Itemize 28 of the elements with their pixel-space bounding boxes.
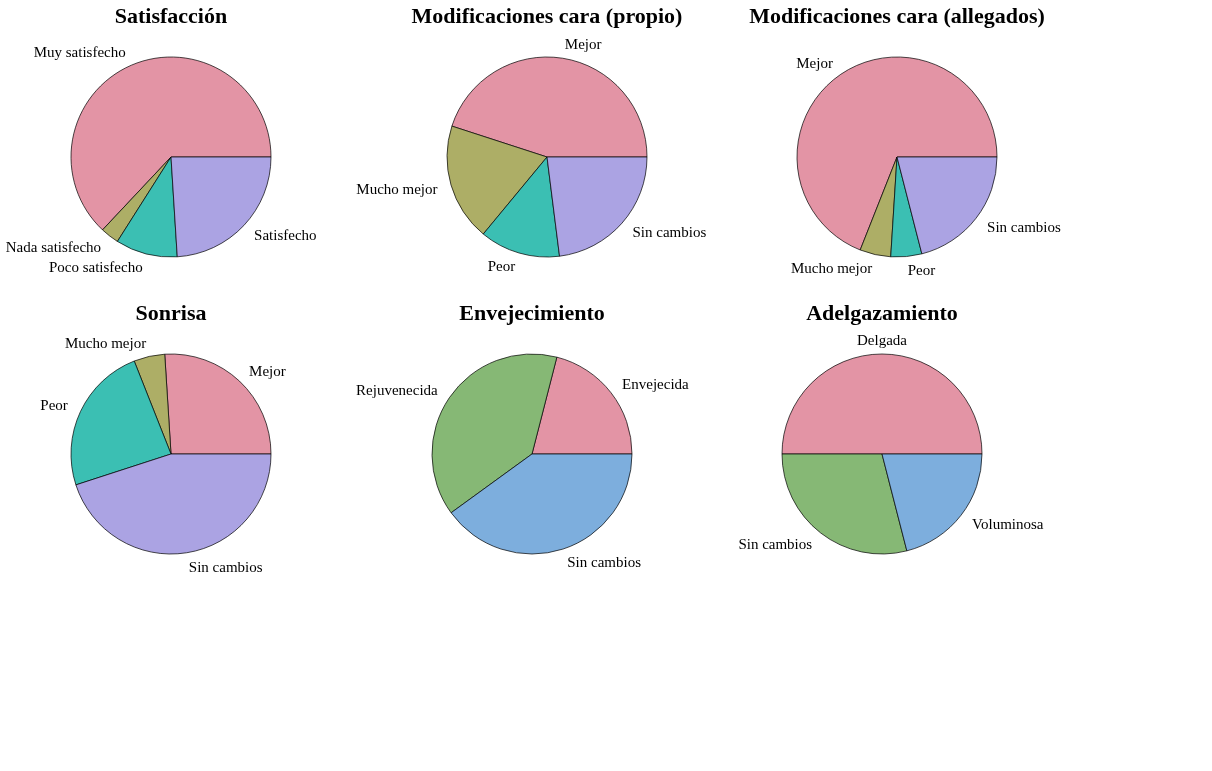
slice-label: Mucho mejor <box>64 334 147 351</box>
chart-title: Modificaciones cara (allegados) <box>749 3 1045 28</box>
slice-label: Sin cambios <box>987 218 1061 235</box>
slice-label: Mucho mejor <box>356 180 438 197</box>
slice-label: Peor <box>907 262 936 279</box>
slice-label: Satisfecho <box>254 227 317 244</box>
slice-label: Voluminosa <box>972 515 1044 532</box>
slice-label: Mejor <box>564 36 602 53</box>
slice-label: Envejecida <box>622 376 690 393</box>
slice-label: Sin cambios <box>567 554 642 571</box>
slice-label: Sin cambios <box>632 224 707 241</box>
slice-label: Mejor <box>796 54 833 71</box>
chart-title: Satisfacción <box>114 3 228 28</box>
chart-title: Modificaciones cara (propio) <box>411 3 683 28</box>
slice-label: Nada satisfecho <box>5 239 102 256</box>
slice-label: Poco satisfecho <box>48 259 143 276</box>
slice-label: Sin cambios <box>738 536 813 553</box>
chart-title: Envejecimiento <box>459 300 605 325</box>
slice-label: Mucho mejor <box>790 260 873 277</box>
chart-title: Sonrisa <box>135 300 207 325</box>
slice-label: Peor <box>487 258 516 275</box>
slice-label: Mejor <box>249 362 286 379</box>
slice-label: Sin cambios <box>188 558 263 575</box>
slice-label: Rejuvenecida <box>356 381 439 398</box>
slice-label: Delgada <box>857 332 908 348</box>
slice-label: Peor <box>40 397 68 414</box>
chart-title: Adelgazamiento <box>806 300 958 325</box>
slice-label: Muy satisfecho <box>33 44 126 61</box>
